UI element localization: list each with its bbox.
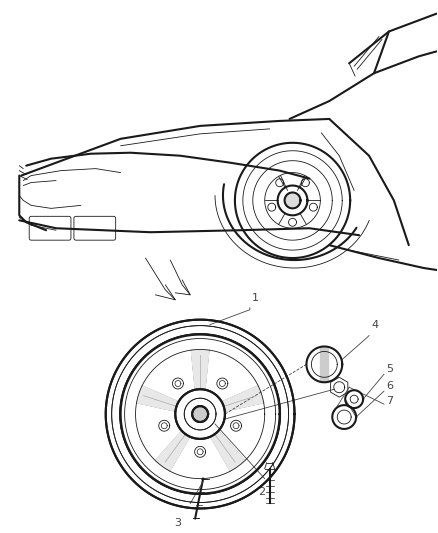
Text: 1: 1 <box>252 293 259 303</box>
Polygon shape <box>230 420 241 431</box>
Text: 2: 2 <box>258 487 265 497</box>
Polygon shape <box>217 378 228 389</box>
Polygon shape <box>192 406 208 422</box>
Polygon shape <box>191 350 209 390</box>
Text: 6: 6 <box>386 381 393 391</box>
Polygon shape <box>194 446 205 457</box>
Text: 4: 4 <box>371 320 378 329</box>
Polygon shape <box>155 431 190 471</box>
Text: 3: 3 <box>174 518 181 528</box>
Text: 7: 7 <box>386 396 393 406</box>
Polygon shape <box>285 192 300 208</box>
Polygon shape <box>192 406 208 422</box>
Polygon shape <box>222 386 264 411</box>
Polygon shape <box>173 378 184 389</box>
Polygon shape <box>320 346 328 382</box>
Polygon shape <box>159 420 170 431</box>
Polygon shape <box>137 386 179 411</box>
Polygon shape <box>210 431 245 471</box>
Text: 5: 5 <box>386 365 393 374</box>
